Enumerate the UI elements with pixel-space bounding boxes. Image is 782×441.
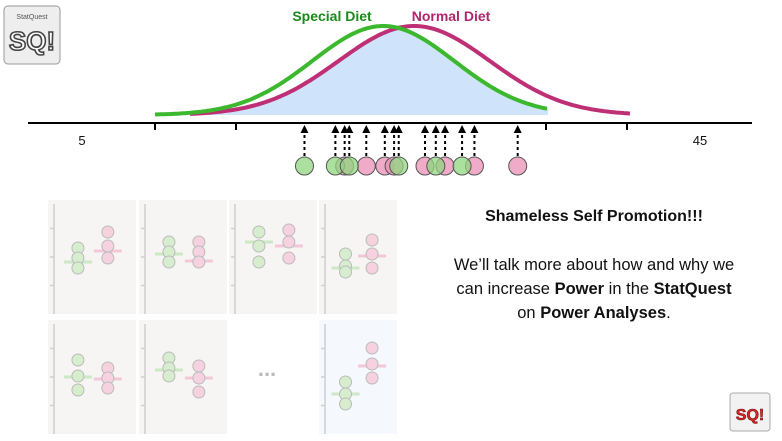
- distribution-curves: [154, 24, 631, 117]
- special-diet-point: [389, 156, 409, 176]
- arrow-head: [362, 125, 371, 133]
- overlap-fill: [190, 28, 548, 115]
- statquest-logo-small: SQ!: [729, 392, 771, 432]
- promo-line-3: on Power Analyses.: [404, 301, 782, 325]
- arrow-head: [394, 125, 403, 133]
- promo-title: Shameless Self Promotion!!!: [485, 208, 703, 225]
- arrow-head: [300, 125, 309, 133]
- promo-text: .: [666, 304, 671, 322]
- thumbnail-point-pink: [365, 341, 379, 355]
- thumbnail-point-pink: [365, 371, 379, 385]
- promo-body: We’ll talk more about how and why we can…: [404, 253, 782, 325]
- thumbnail-point-green: [71, 261, 85, 275]
- promo-text: on: [517, 304, 541, 322]
- thumbnail-point-pink: [192, 385, 206, 399]
- thumbnail-point-pink: [101, 381, 115, 395]
- arrow-head: [513, 125, 522, 133]
- special-diet-point: [452, 156, 472, 176]
- special-diet-point: [339, 156, 359, 176]
- arrow-head: [458, 125, 467, 133]
- arrow-head: [470, 125, 479, 133]
- promo-text: in the: [604, 280, 654, 298]
- thumbnail-tile: [48, 200, 136, 314]
- ellipsis: ...: [258, 356, 276, 381]
- thumbnail-point-pink: [365, 233, 379, 247]
- arrow-head: [380, 125, 389, 133]
- promo-bold-power-analyses: Power Analyses: [540, 304, 667, 322]
- thumbnail-tile: [229, 200, 317, 314]
- special-diet-label: Special Diet: [292, 8, 372, 24]
- thumbnail-point-pink: [192, 359, 206, 373]
- arrow-head: [420, 125, 429, 133]
- thumbnail-point-pink: [192, 371, 206, 385]
- thumbnail-tile: [319, 320, 397, 434]
- arrow-head: [431, 125, 440, 133]
- thumbnail-point-pink: [282, 223, 296, 237]
- thumbnail-point-pink: [192, 255, 206, 269]
- thumbnail-point-pink: [101, 251, 115, 265]
- arrow-head: [441, 125, 450, 133]
- thumbnail-point-pink: [101, 225, 115, 239]
- thumbnail-point-green: [71, 383, 85, 397]
- thumbnail-point-green: [339, 247, 353, 261]
- thumbnail-point-pink: [365, 357, 379, 371]
- thumbnail-point-green: [339, 375, 353, 389]
- tick-label-45: 45: [693, 133, 707, 148]
- thumbnail-point-pink: [101, 239, 115, 253]
- tick-label-5: 5: [78, 133, 85, 148]
- normal-diet-label: Normal Diet: [412, 8, 491, 24]
- special-diet-point: [426, 156, 446, 176]
- normal-diet-curve: [189, 24, 631, 116]
- promo-text: can increase: [456, 280, 555, 298]
- thumbnail-point-green: [339, 265, 353, 279]
- thumbnail-point-green: [252, 225, 266, 239]
- thumbnail-point-green: [339, 397, 353, 411]
- promo-bold-power: Power: [554, 280, 605, 298]
- logo-small-mark: SQ!: [736, 407, 764, 424]
- thumbnail-tile: [139, 200, 227, 314]
- thumbnail-point-green: [252, 239, 266, 253]
- arrow-head: [345, 125, 354, 133]
- thumbnail-tile: [139, 320, 227, 434]
- sample-points: [294, 156, 528, 176]
- logo-small-text: StatQuest: [16, 14, 47, 21]
- promo-panel: Shameless Self Promotion!!! We’ll talk m…: [404, 208, 782, 325]
- x-axis: 5 45: [28, 122, 752, 148]
- thumbnail-point-green: [71, 369, 85, 383]
- special-diet-curve: [154, 24, 548, 117]
- thumbnail-grid: [48, 200, 397, 434]
- logo-text: SQ!: [9, 26, 55, 56]
- statquest-logo: StatQuest SQ!: [3, 5, 61, 65]
- normal-diet-point: [356, 156, 376, 176]
- thumbnail-point-green: [71, 353, 85, 367]
- thumbnail-point-pink: [282, 251, 296, 265]
- thumbnail-point-green: [162, 255, 176, 269]
- promo-line-2: can increase Power in the StatQuest: [404, 277, 782, 301]
- thumbnail-point-pink: [365, 247, 379, 261]
- arrow-head: [331, 125, 340, 133]
- promo-line-1: We’ll talk more about how and why we: [453, 256, 735, 274]
- thumbnail-point-green: [252, 255, 266, 269]
- special-diet-point: [294, 156, 314, 176]
- sample-arrows: [300, 125, 522, 156]
- thumbnail-tile: [48, 320, 136, 434]
- thumbnail-point-green: [162, 369, 176, 383]
- normal-diet-point: [508, 156, 528, 176]
- thumbnail-point-pink: [365, 261, 379, 275]
- promo-bold-statquest: StatQuest: [653, 280, 732, 298]
- thumbnail-point-pink: [282, 235, 296, 249]
